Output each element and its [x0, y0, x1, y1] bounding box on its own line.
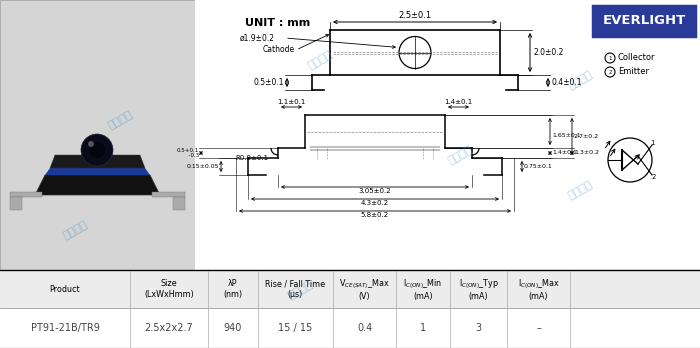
Text: Size
(LxWxHmm): Size (LxWxHmm): [144, 279, 194, 299]
Text: 5.8±0.2: 5.8±0.2: [361, 212, 389, 218]
Polygon shape: [10, 192, 42, 197]
Text: 2.7±0.2: 2.7±0.2: [574, 134, 599, 139]
Text: V$_{CE(SAT)}$_Max
(V): V$_{CE(SAT)}$_Max (V): [339, 277, 390, 301]
Text: 超毅电子: 超毅电子: [566, 179, 594, 201]
Text: 1.1±0.1: 1.1±0.1: [277, 99, 306, 105]
Text: λP
(nm): λP (nm): [223, 279, 243, 299]
Text: Rise / Fall Time
(μs): Rise / Fall Time (μs): [265, 279, 326, 299]
Text: UNIT : mm: UNIT : mm: [245, 18, 310, 28]
Text: 超毅电子: 超毅电子: [106, 109, 134, 131]
Text: 0.75±0.1: 0.75±0.1: [524, 164, 553, 169]
Text: 超毅电子: 超毅电子: [61, 219, 89, 241]
Text: 15 / 15: 15 / 15: [279, 323, 313, 333]
Polygon shape: [45, 168, 150, 175]
Polygon shape: [35, 175, 160, 195]
Text: Emitter: Emitter: [618, 68, 649, 77]
Bar: [595, 8, 693, 34]
Circle shape: [81, 134, 113, 166]
Text: Cathode: Cathode: [263, 46, 295, 55]
Text: 超毅电子: 超毅电子: [566, 69, 594, 91]
Polygon shape: [50, 155, 145, 168]
Text: 3.05±0.2: 3.05±0.2: [358, 188, 391, 194]
Text: 2: 2: [608, 70, 612, 74]
Bar: [195, 0, 700, 270]
Text: 2.5±0.1: 2.5±0.1: [398, 11, 432, 20]
Polygon shape: [10, 197, 22, 210]
Text: 0.5+0.1
  -0.3: 0.5+0.1 -0.3: [176, 148, 199, 158]
Bar: [593, 6, 695, 36]
Bar: [0, 270, 700, 308]
Text: 0.4: 0.4: [357, 323, 372, 333]
Text: Product: Product: [50, 285, 80, 293]
Bar: [0, 270, 700, 348]
Circle shape: [88, 141, 106, 159]
Circle shape: [88, 141, 94, 147]
Text: 0.5±0.1: 0.5±0.1: [253, 78, 284, 87]
Text: 1.3±0.2: 1.3±0.2: [574, 150, 599, 156]
Text: 0.15±0.05: 0.15±0.05: [186, 164, 219, 169]
Text: 2: 2: [652, 174, 656, 180]
Text: 1.65±0.1: 1.65±0.1: [552, 133, 580, 138]
Polygon shape: [173, 197, 185, 210]
Text: 0.4±0.1: 0.4±0.1: [551, 78, 582, 87]
Text: 4.3±0.2: 4.3±0.2: [361, 200, 389, 206]
Text: 1.4±0.1: 1.4±0.1: [552, 150, 577, 156]
Text: 3: 3: [475, 323, 482, 333]
Text: 1: 1: [650, 140, 654, 146]
Text: 超毅电子: 超毅电子: [306, 49, 334, 71]
Text: ø1.9±0.2: ø1.9±0.2: [240, 33, 275, 42]
Text: 940: 940: [224, 323, 242, 333]
Text: 超毅电子: 超毅电子: [446, 144, 474, 166]
Text: 超毅电子: 超毅电子: [286, 279, 314, 301]
Text: 1: 1: [608, 55, 612, 61]
Polygon shape: [152, 192, 185, 197]
Text: PT91-21B/TR9: PT91-21B/TR9: [31, 323, 99, 333]
Text: –: –: [536, 323, 541, 333]
Text: Collector: Collector: [618, 54, 655, 63]
Text: 1: 1: [420, 323, 426, 333]
Bar: [0, 0, 195, 270]
Text: 2.0±0.2: 2.0±0.2: [533, 48, 564, 57]
Text: I$_{C(ON)}$_Typ
(mA): I$_{C(ON)}$_Typ (mA): [458, 277, 498, 301]
Text: R0.8±0.1: R0.8±0.1: [235, 155, 268, 161]
Text: I$_{C(ON)}$_Min
(mA): I$_{C(ON)}$_Min (mA): [403, 277, 442, 301]
Text: EVERLIGHT: EVERLIGHT: [603, 15, 685, 27]
Text: I$_{C(ON)}$_Max
(mA): I$_{C(ON)}$_Max (mA): [517, 277, 559, 301]
Text: 2.5x2x2.7: 2.5x2x2.7: [145, 323, 193, 333]
Text: 1.4±0.1: 1.4±0.1: [444, 99, 472, 105]
